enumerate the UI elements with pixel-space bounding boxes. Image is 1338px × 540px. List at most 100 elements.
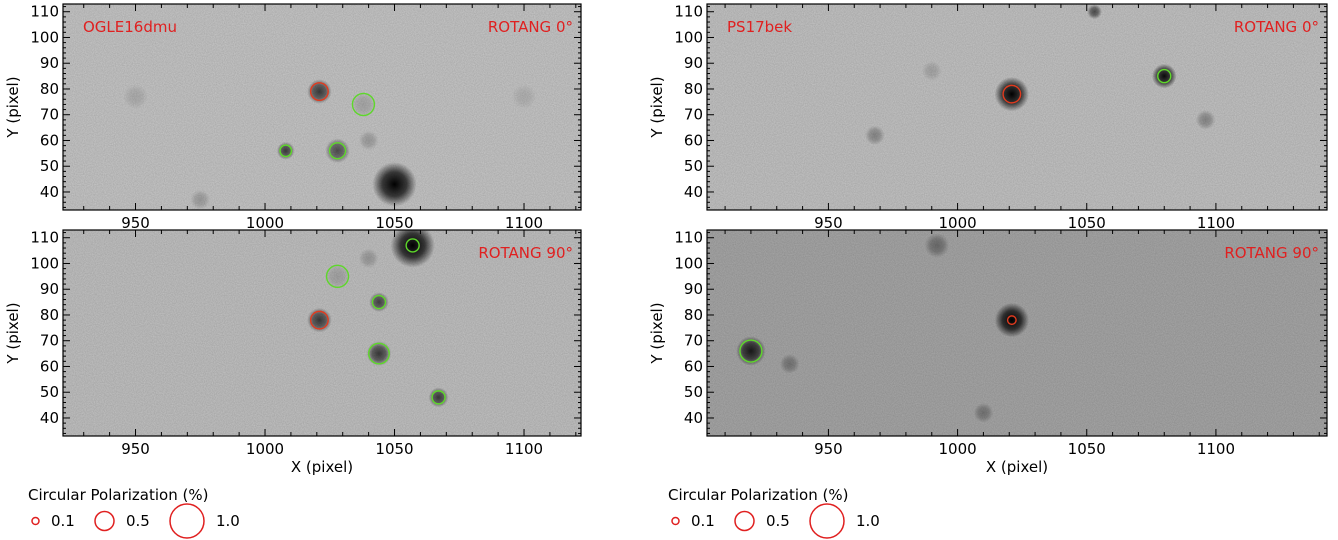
star-source <box>190 190 210 210</box>
x-tick-label: 1050 <box>375 440 413 458</box>
y-tick-label: 50 <box>684 157 703 175</box>
x-tick-label: 1050 <box>375 214 413 232</box>
legend-circle <box>810 504 844 538</box>
legend-label: 0.5 <box>126 512 150 530</box>
rotang-label: ROTANG 0° <box>1234 18 1319 36</box>
x-tick-label: 950 <box>121 214 150 232</box>
legend-title: Circular Polarization (%) <box>28 486 208 504</box>
y-tick-label: 40 <box>684 409 703 427</box>
legend-label: 1.0 <box>856 512 880 530</box>
x-tick-label: 1000 <box>938 440 976 458</box>
x-tick-label: 950 <box>814 214 843 232</box>
rotang-label: ROTANG 90° <box>478 244 573 262</box>
y-tick-label: 90 <box>40 280 59 298</box>
y-axis-label: Y (pixel) <box>648 302 666 364</box>
legend-1: Circular Polarization (%) 0.1 0.5 1.0 <box>28 486 240 538</box>
star-source <box>995 303 1029 337</box>
y-tick-label: 50 <box>684 383 703 401</box>
panel-4: 950 1000 1050 1100 40 50 60 70 80 90 100 110 Y (pixe… <box>648 229 1327 476</box>
y-tick-label: 50 <box>40 157 59 175</box>
y-tick-label: 40 <box>40 183 59 201</box>
target-name: PS17bek <box>727 18 792 36</box>
y-tick-label: 80 <box>684 306 703 324</box>
x-tick-label: 1050 <box>1068 440 1106 458</box>
y-tick-label: 110 <box>674 3 703 21</box>
y-tick-label: 60 <box>40 357 59 375</box>
star-source <box>351 92 376 117</box>
star-source <box>512 84 537 109</box>
x-tick-label: 1000 <box>246 440 284 458</box>
panel-3: 950 1000 1050 1100 40 50 60 70 80 90 100 110 Y (pixe… <box>648 3 1327 232</box>
legend-title: Circular Polarization (%) <box>668 486 848 504</box>
star-source <box>1196 110 1216 130</box>
y-tick-label: 70 <box>40 332 59 350</box>
x-tick-label: 1000 <box>246 214 284 232</box>
x-tick-label: 1100 <box>505 440 543 458</box>
y-tick-label: 110 <box>30 3 59 21</box>
star-source <box>359 131 379 151</box>
y-tick-label: 110 <box>30 229 59 247</box>
panel-2: 950 1000 1050 1100 40 50 60 70 80 90 100 110 Y (pixe… <box>4 223 581 476</box>
star-source <box>372 162 416 206</box>
star-source <box>1087 4 1102 19</box>
y-tick-label: 90 <box>684 280 703 298</box>
y-tick-label: 70 <box>684 332 703 350</box>
x-tick-label: 1050 <box>1068 214 1106 232</box>
y-tick-label: 80 <box>40 80 59 98</box>
y-tick-label: 40 <box>684 183 703 201</box>
star-source <box>1152 64 1177 89</box>
legend-circle <box>170 504 204 538</box>
y-tick-label: 80 <box>684 80 703 98</box>
legend-label: 0.5 <box>766 512 790 530</box>
rotang-label: ROTANG 90° <box>1224 244 1319 262</box>
y-tick-label: 40 <box>40 409 59 427</box>
y-axis-label: Y (pixel) <box>4 76 22 138</box>
y-axis-label: Y (pixel) <box>648 76 666 138</box>
y-tick-label: 100 <box>30 254 59 272</box>
star-source <box>922 61 942 81</box>
legend-label: 0.1 <box>51 512 75 530</box>
legend-circle <box>672 518 679 525</box>
star-source <box>995 77 1029 111</box>
x-axis-label: X (pixel) <box>986 458 1048 476</box>
x-tick-label: 950 <box>814 440 843 458</box>
star-source <box>123 84 148 109</box>
legend-circle <box>32 518 39 525</box>
star-source <box>974 403 994 423</box>
y-tick-label: 80 <box>40 306 59 324</box>
y-tick-label: 110 <box>674 229 703 247</box>
panel-1: 950 1000 1050 1100 40 50 60 70 80 90 100 110 Y (pixe… <box>4 3 581 232</box>
rotang-label: ROTANG 0° <box>488 18 573 36</box>
y-tick-label: 60 <box>40 131 59 149</box>
x-tick-label: 950 <box>121 440 150 458</box>
legend-2: Circular Polarization (%) 0.1 0.5 1.0 <box>668 486 880 538</box>
y-tick-label: 60 <box>684 131 703 149</box>
y-tick-label: 70 <box>684 106 703 124</box>
x-tick-label: 1000 <box>938 214 976 232</box>
legend-label: 1.0 <box>216 512 240 530</box>
legend-circle <box>95 512 114 531</box>
x-tick-label: 1100 <box>1197 214 1235 232</box>
y-tick-label: 50 <box>40 383 59 401</box>
target-name: OGLE16dmu <box>83 18 177 36</box>
y-axis-label: Y (pixel) <box>4 302 22 364</box>
y-tick-label: 100 <box>30 28 59 46</box>
star-source <box>359 248 379 268</box>
star-source <box>325 264 350 289</box>
y-tick-label: 70 <box>40 106 59 124</box>
x-tick-label: 1100 <box>1197 440 1235 458</box>
legend-circle <box>735 512 754 531</box>
x-axis-label: X (pixel) <box>291 458 353 476</box>
star-source <box>367 341 392 366</box>
legend-label: 0.1 <box>691 512 715 530</box>
x-tick-label: 1100 <box>505 214 543 232</box>
y-tick-label: 90 <box>684 54 703 72</box>
y-tick-label: 90 <box>40 54 59 72</box>
y-tick-label: 100 <box>674 254 703 272</box>
star-source <box>865 126 885 146</box>
star-source <box>925 233 950 258</box>
star-source <box>780 354 800 374</box>
y-tick-label: 100 <box>674 28 703 46</box>
y-tick-label: 60 <box>684 357 703 375</box>
